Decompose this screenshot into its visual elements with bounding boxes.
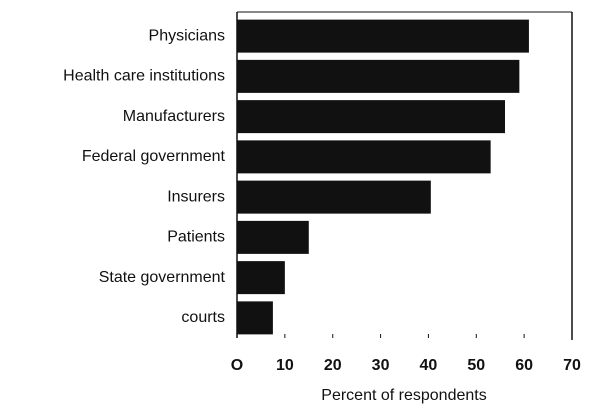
y-tick-label: Health care institutions xyxy=(63,68,225,85)
x-tick-label: O xyxy=(231,357,243,374)
x-tick-label: 50 xyxy=(467,357,485,374)
x-tick-label: 70 xyxy=(563,357,581,374)
x-tick-label: 20 xyxy=(324,357,342,374)
bar xyxy=(237,220,309,254)
bar xyxy=(237,301,273,335)
y-tick-label: State government xyxy=(99,269,226,286)
x-tick-label: 10 xyxy=(276,357,294,374)
y-tick-label: Physicians xyxy=(149,27,225,44)
bar xyxy=(237,19,529,53)
bar xyxy=(237,59,520,93)
y-tick-label: courts xyxy=(181,309,225,326)
y-tick-label: Insurers xyxy=(167,188,225,205)
bar xyxy=(237,180,431,214)
y-tick-label: Federal government xyxy=(82,148,226,165)
x-axis-label: Percent of respondents xyxy=(321,387,486,404)
x-tick-label: 40 xyxy=(420,357,438,374)
x-tick-label: 60 xyxy=(515,357,533,374)
bar xyxy=(237,100,505,134)
x-tick-label: 30 xyxy=(372,357,390,374)
bar xyxy=(237,140,491,174)
y-tick-label: Manufacturers xyxy=(123,108,225,125)
y-tick-label: Patients xyxy=(167,229,225,246)
bar xyxy=(237,261,285,295)
